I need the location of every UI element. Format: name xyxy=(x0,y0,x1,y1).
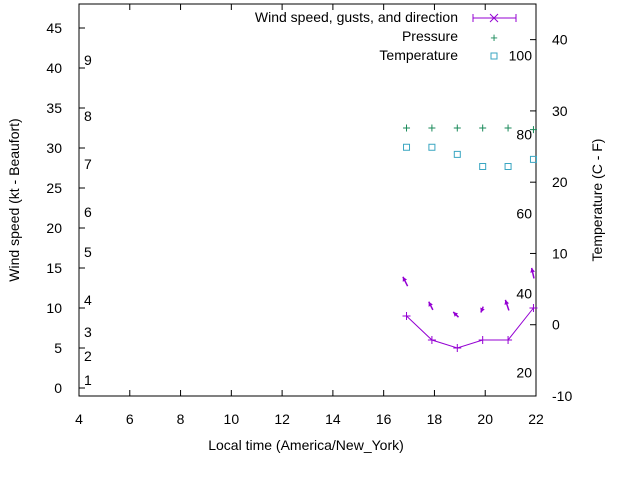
temperature-point xyxy=(529,155,537,163)
y-axis-right: -10 0 10 20 30 40 xyxy=(530,32,572,404)
temperature-point xyxy=(453,150,461,158)
beaufort-label: 3 xyxy=(84,324,92,340)
y-right-tick-label: 30 xyxy=(552,103,568,119)
fahrenheit-label: 80 xyxy=(516,126,532,142)
y-right-tick-label: 0 xyxy=(552,317,560,333)
wind-speed-point xyxy=(427,336,436,344)
wind-direction-arrow xyxy=(480,306,485,313)
wind-direction-arrow xyxy=(504,299,510,311)
beaufort-label: 6 xyxy=(84,204,92,220)
y-left-tick-label: 15 xyxy=(46,260,62,276)
temperature-point xyxy=(479,163,487,171)
wind-speed-point xyxy=(478,336,487,344)
y-axis-right-label: Temperature (C - F) xyxy=(589,139,605,262)
legend-label-wind: Wind speed, gusts, and direction xyxy=(255,9,458,25)
x-tick-label: 4 xyxy=(75,411,83,427)
legend-swatch-temperature xyxy=(490,52,498,60)
wind-direction-arrow xyxy=(530,267,535,279)
y-left-tick-label: 0 xyxy=(54,380,62,396)
legend: Wind speed, gusts, and direction Pressur… xyxy=(255,9,517,63)
y-left-tick-label: 40 xyxy=(46,60,62,76)
beaufort-label: 7 xyxy=(84,156,92,172)
beaufort-scale: 1 2 3 4 5 6 7 8 9 xyxy=(84,52,92,388)
pressure-point xyxy=(403,124,411,132)
x-tick-label: 12 xyxy=(274,411,290,427)
wind-speed-point xyxy=(504,336,513,344)
x-tick-label: 14 xyxy=(325,411,341,427)
plot-frame xyxy=(78,3,537,397)
y-right-tick-label: 10 xyxy=(552,245,568,261)
fahrenheit-label: 60 xyxy=(516,206,532,222)
x-tick-label: 16 xyxy=(376,411,392,427)
temperature-point xyxy=(428,143,436,151)
series-layer xyxy=(402,124,538,352)
x-tick-label: 18 xyxy=(427,411,443,427)
pressure-point xyxy=(453,124,461,132)
y-left-tick-label: 10 xyxy=(46,300,62,316)
y-axis-left-label: Wind speed (kt - Beaufort) xyxy=(6,118,22,281)
fahrenheit-scale: 20 40 60 80 100 xyxy=(509,47,533,380)
wind-speed-point xyxy=(453,344,462,352)
y-right-tick-label: -10 xyxy=(552,388,572,404)
x-tick-label: 8 xyxy=(177,411,185,427)
x-axis-label: Local time (America/New_York) xyxy=(208,437,404,453)
y-left-tick-label: 45 xyxy=(46,20,62,36)
wind-speed-line xyxy=(406,307,534,349)
fahrenheit-label: 20 xyxy=(516,364,532,380)
pressure-point xyxy=(479,124,487,132)
legend-label-temperature: Temperature xyxy=(379,47,458,63)
fahrenheit-label: 40 xyxy=(516,285,532,301)
pressure-point xyxy=(504,124,512,132)
y-right-tick-label: 40 xyxy=(552,32,568,48)
beaufort-label: 8 xyxy=(84,108,92,124)
wind-speed-point xyxy=(402,312,411,320)
temperature-point xyxy=(403,143,411,151)
legend-swatch-pressure: + xyxy=(490,30,498,45)
beaufort-label: 5 xyxy=(84,244,92,260)
beaufort-label: 4 xyxy=(84,292,92,308)
x-tick-label: 20 xyxy=(477,411,493,427)
fahrenheit-label: 100 xyxy=(509,47,533,63)
beaufort-label: 2 xyxy=(84,348,92,364)
y-right-tick-label: 20 xyxy=(552,174,568,190)
beaufort-label: 1 xyxy=(84,372,92,388)
temperature-point xyxy=(504,163,512,171)
wind-direction-arrow xyxy=(428,301,434,311)
y-left-tick-label: 30 xyxy=(46,140,62,156)
wind-speed-point xyxy=(529,304,538,312)
y-axis-left: 0 5 10 15 20 25 30 35 40 45 xyxy=(46,20,85,396)
y-left-tick-label: 35 xyxy=(46,100,62,116)
legend-swatch-wind-mark xyxy=(489,13,499,23)
wind-direction-arrow xyxy=(452,311,460,318)
y-left-tick-label: 5 xyxy=(54,340,62,356)
y-left-tick-label: 20 xyxy=(46,220,62,236)
y-left-tick-label: 25 xyxy=(46,180,62,196)
x-axis: 4 6 8 10 12 14 16 18 20 22 xyxy=(75,4,544,427)
beaufort-label: 9 xyxy=(84,52,92,68)
legend-label-pressure: Pressure xyxy=(402,28,458,44)
pressure-point xyxy=(428,124,436,132)
pressure-point xyxy=(529,126,537,134)
x-tick-label: 22 xyxy=(528,411,544,427)
wind-direction-arrow xyxy=(402,276,409,287)
x-tick-label: 6 xyxy=(126,411,134,427)
x-tick-label: 10 xyxy=(224,411,240,427)
